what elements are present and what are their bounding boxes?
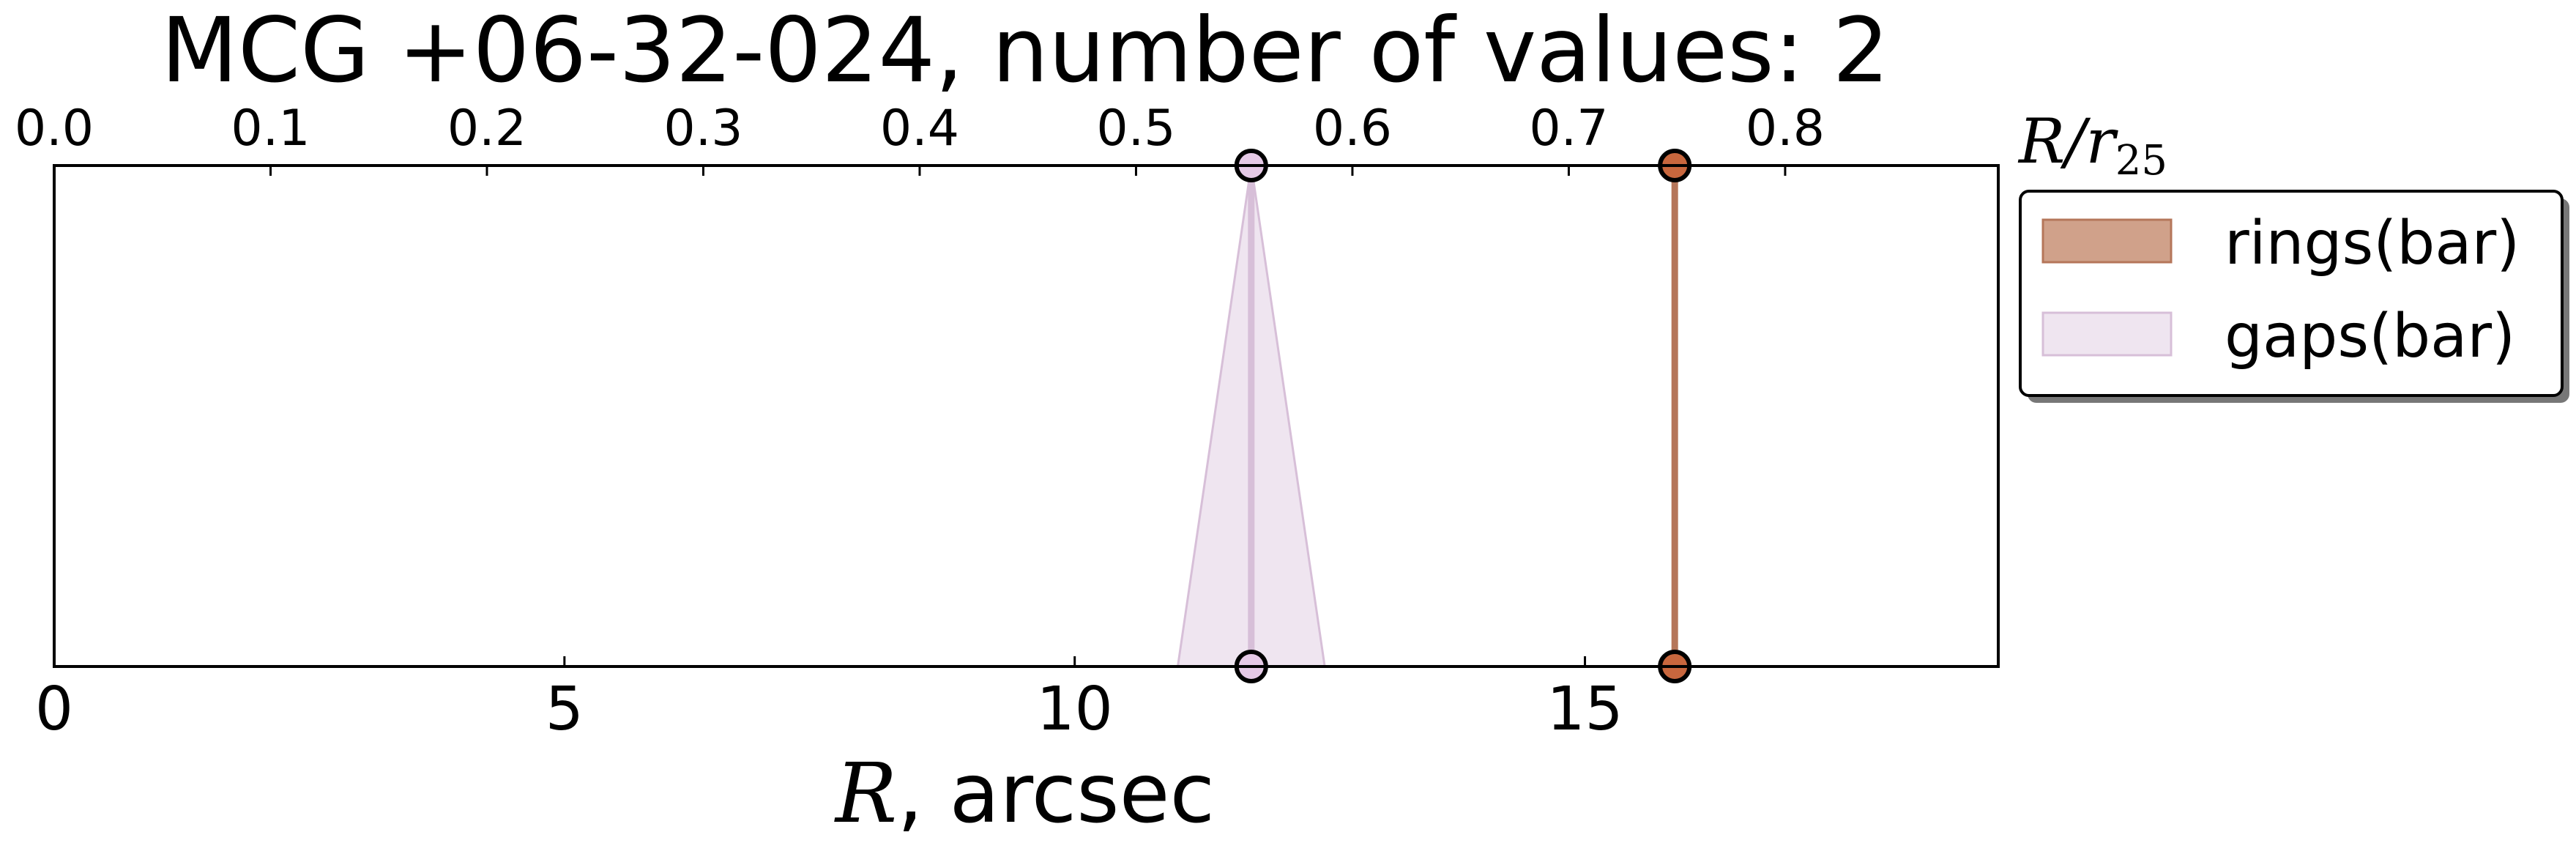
top-axis-label-sub: 25	[2115, 137, 2167, 185]
x-tick-label: 10	[1037, 675, 1113, 744]
top-axis-label: R/r25	[2017, 105, 2167, 185]
series-layer	[1176, 149, 1692, 683]
legend: rings(bar) gaps(bar)	[2019, 190, 2569, 403]
chart-title: MCG +06-32-024, number of values: 2	[161, 0, 1890, 103]
top-tick-label: 0.2	[447, 100, 526, 157]
x-axis-label: R, arcsec	[834, 746, 1215, 842]
top-axis-label-main: R/r	[2017, 105, 2119, 177]
legend-label-gaps: gaps(bar)	[2225, 302, 2515, 371]
top-tick-label: 0.0	[15, 100, 94, 157]
x-tick-label: 0	[35, 675, 73, 744]
x-axis-label-math: R	[834, 746, 897, 842]
top-tick-label: 0.3	[663, 100, 742, 157]
x-tick-label: 15	[1546, 675, 1623, 744]
x-tick-label: 5	[546, 675, 584, 744]
top-tick-label: 0.6	[1313, 100, 1392, 157]
legend-swatch-gaps	[2041, 311, 2173, 357]
plot-frame	[53, 164, 2000, 668]
legend-label-rings: rings(bar)	[2225, 209, 2520, 278]
top-tick-label: 0.1	[231, 100, 310, 157]
x-axis-label-text: , arcsec	[897, 746, 1215, 842]
top-tick-label: 0.7	[1529, 100, 1608, 157]
top-tick-label: 0.4	[880, 100, 959, 157]
legend-swatch-rings	[2041, 218, 2173, 264]
top-tick-label: 0.8	[1746, 100, 1825, 157]
top-tick-label: 0.5	[1096, 100, 1175, 157]
ticks-layer: 0 5 10 15 0.0 0.1 0.2 0.3 0.4 0.5 0.6 0.7 0.8	[15, 100, 1825, 744]
